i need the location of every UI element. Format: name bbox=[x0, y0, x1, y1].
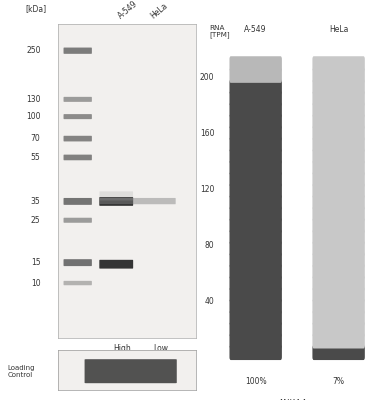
FancyBboxPatch shape bbox=[230, 91, 282, 106]
FancyBboxPatch shape bbox=[313, 172, 365, 187]
FancyBboxPatch shape bbox=[230, 114, 282, 129]
FancyBboxPatch shape bbox=[313, 102, 365, 118]
FancyBboxPatch shape bbox=[84, 359, 177, 383]
FancyBboxPatch shape bbox=[313, 114, 365, 129]
FancyBboxPatch shape bbox=[313, 299, 365, 314]
Text: HeLa: HeLa bbox=[329, 25, 348, 34]
FancyBboxPatch shape bbox=[313, 126, 365, 141]
FancyBboxPatch shape bbox=[313, 160, 365, 175]
FancyBboxPatch shape bbox=[313, 253, 365, 268]
FancyBboxPatch shape bbox=[230, 230, 282, 244]
FancyBboxPatch shape bbox=[230, 345, 282, 360]
FancyBboxPatch shape bbox=[64, 198, 92, 205]
FancyBboxPatch shape bbox=[313, 241, 365, 256]
FancyBboxPatch shape bbox=[64, 114, 92, 119]
FancyBboxPatch shape bbox=[313, 149, 365, 164]
Text: 35: 35 bbox=[31, 197, 41, 206]
FancyBboxPatch shape bbox=[64, 259, 92, 266]
FancyBboxPatch shape bbox=[230, 149, 282, 164]
FancyBboxPatch shape bbox=[313, 68, 365, 83]
FancyBboxPatch shape bbox=[230, 299, 282, 314]
FancyBboxPatch shape bbox=[230, 137, 282, 152]
FancyBboxPatch shape bbox=[230, 276, 282, 291]
FancyBboxPatch shape bbox=[313, 310, 365, 326]
FancyBboxPatch shape bbox=[313, 322, 365, 337]
FancyBboxPatch shape bbox=[230, 253, 282, 268]
Text: 15: 15 bbox=[31, 258, 41, 267]
FancyBboxPatch shape bbox=[64, 136, 92, 142]
Text: Low: Low bbox=[153, 344, 168, 353]
Text: 130: 130 bbox=[26, 95, 41, 104]
Text: 120: 120 bbox=[200, 185, 214, 194]
Text: ANXA4: ANXA4 bbox=[278, 399, 307, 400]
FancyBboxPatch shape bbox=[230, 56, 282, 71]
Text: 40: 40 bbox=[204, 297, 214, 306]
FancyBboxPatch shape bbox=[313, 230, 365, 244]
FancyBboxPatch shape bbox=[64, 48, 92, 54]
Text: RNA
[TPM]: RNA [TPM] bbox=[209, 25, 230, 38]
FancyBboxPatch shape bbox=[313, 218, 365, 233]
FancyBboxPatch shape bbox=[313, 195, 365, 210]
Text: [kDa]: [kDa] bbox=[25, 4, 46, 13]
Text: 25: 25 bbox=[31, 216, 41, 225]
FancyBboxPatch shape bbox=[230, 68, 282, 83]
FancyBboxPatch shape bbox=[313, 334, 365, 348]
Text: 7%: 7% bbox=[333, 376, 345, 386]
Text: 100: 100 bbox=[26, 112, 41, 121]
FancyBboxPatch shape bbox=[230, 218, 282, 233]
FancyBboxPatch shape bbox=[230, 126, 282, 141]
FancyBboxPatch shape bbox=[313, 56, 365, 71]
Text: 70: 70 bbox=[31, 134, 41, 143]
Text: Loading
Control: Loading Control bbox=[8, 365, 35, 378]
FancyBboxPatch shape bbox=[313, 264, 365, 279]
Text: High: High bbox=[113, 344, 130, 353]
FancyBboxPatch shape bbox=[230, 195, 282, 210]
Text: A-549: A-549 bbox=[244, 25, 267, 34]
FancyBboxPatch shape bbox=[313, 345, 365, 360]
FancyBboxPatch shape bbox=[64, 218, 92, 223]
Text: 80: 80 bbox=[205, 241, 214, 250]
FancyBboxPatch shape bbox=[100, 198, 176, 204]
FancyBboxPatch shape bbox=[230, 322, 282, 337]
Text: 160: 160 bbox=[200, 129, 214, 138]
FancyBboxPatch shape bbox=[230, 206, 282, 222]
FancyBboxPatch shape bbox=[313, 183, 365, 198]
Text: 100%: 100% bbox=[245, 376, 267, 386]
FancyBboxPatch shape bbox=[230, 287, 282, 302]
FancyBboxPatch shape bbox=[230, 334, 282, 348]
FancyBboxPatch shape bbox=[230, 310, 282, 326]
Text: 250: 250 bbox=[26, 46, 41, 55]
Text: 200: 200 bbox=[200, 74, 214, 82]
Text: 10: 10 bbox=[31, 278, 41, 288]
Text: A-549: A-549 bbox=[116, 0, 139, 21]
FancyBboxPatch shape bbox=[99, 197, 133, 206]
FancyBboxPatch shape bbox=[99, 260, 133, 269]
FancyBboxPatch shape bbox=[64, 155, 92, 160]
FancyBboxPatch shape bbox=[230, 241, 282, 256]
FancyBboxPatch shape bbox=[230, 79, 282, 94]
FancyBboxPatch shape bbox=[313, 287, 365, 302]
FancyBboxPatch shape bbox=[230, 264, 282, 279]
Text: 55: 55 bbox=[31, 153, 41, 162]
FancyBboxPatch shape bbox=[64, 97, 92, 102]
FancyBboxPatch shape bbox=[230, 102, 282, 118]
FancyBboxPatch shape bbox=[313, 91, 365, 106]
FancyBboxPatch shape bbox=[313, 206, 365, 222]
Text: HeLa: HeLa bbox=[149, 2, 170, 21]
FancyBboxPatch shape bbox=[64, 281, 92, 285]
FancyBboxPatch shape bbox=[100, 191, 133, 200]
FancyBboxPatch shape bbox=[230, 172, 282, 187]
FancyBboxPatch shape bbox=[230, 183, 282, 198]
FancyBboxPatch shape bbox=[313, 137, 365, 152]
FancyBboxPatch shape bbox=[313, 276, 365, 291]
FancyBboxPatch shape bbox=[230, 160, 282, 175]
FancyBboxPatch shape bbox=[313, 79, 365, 94]
